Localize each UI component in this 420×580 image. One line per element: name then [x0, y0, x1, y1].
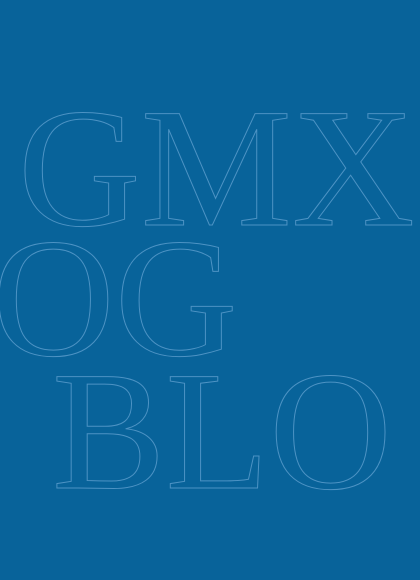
outline-word: BLO — [52, 337, 392, 525]
outline-word: GMX — [18, 74, 415, 262]
outline-word: OG — [0, 204, 238, 392]
